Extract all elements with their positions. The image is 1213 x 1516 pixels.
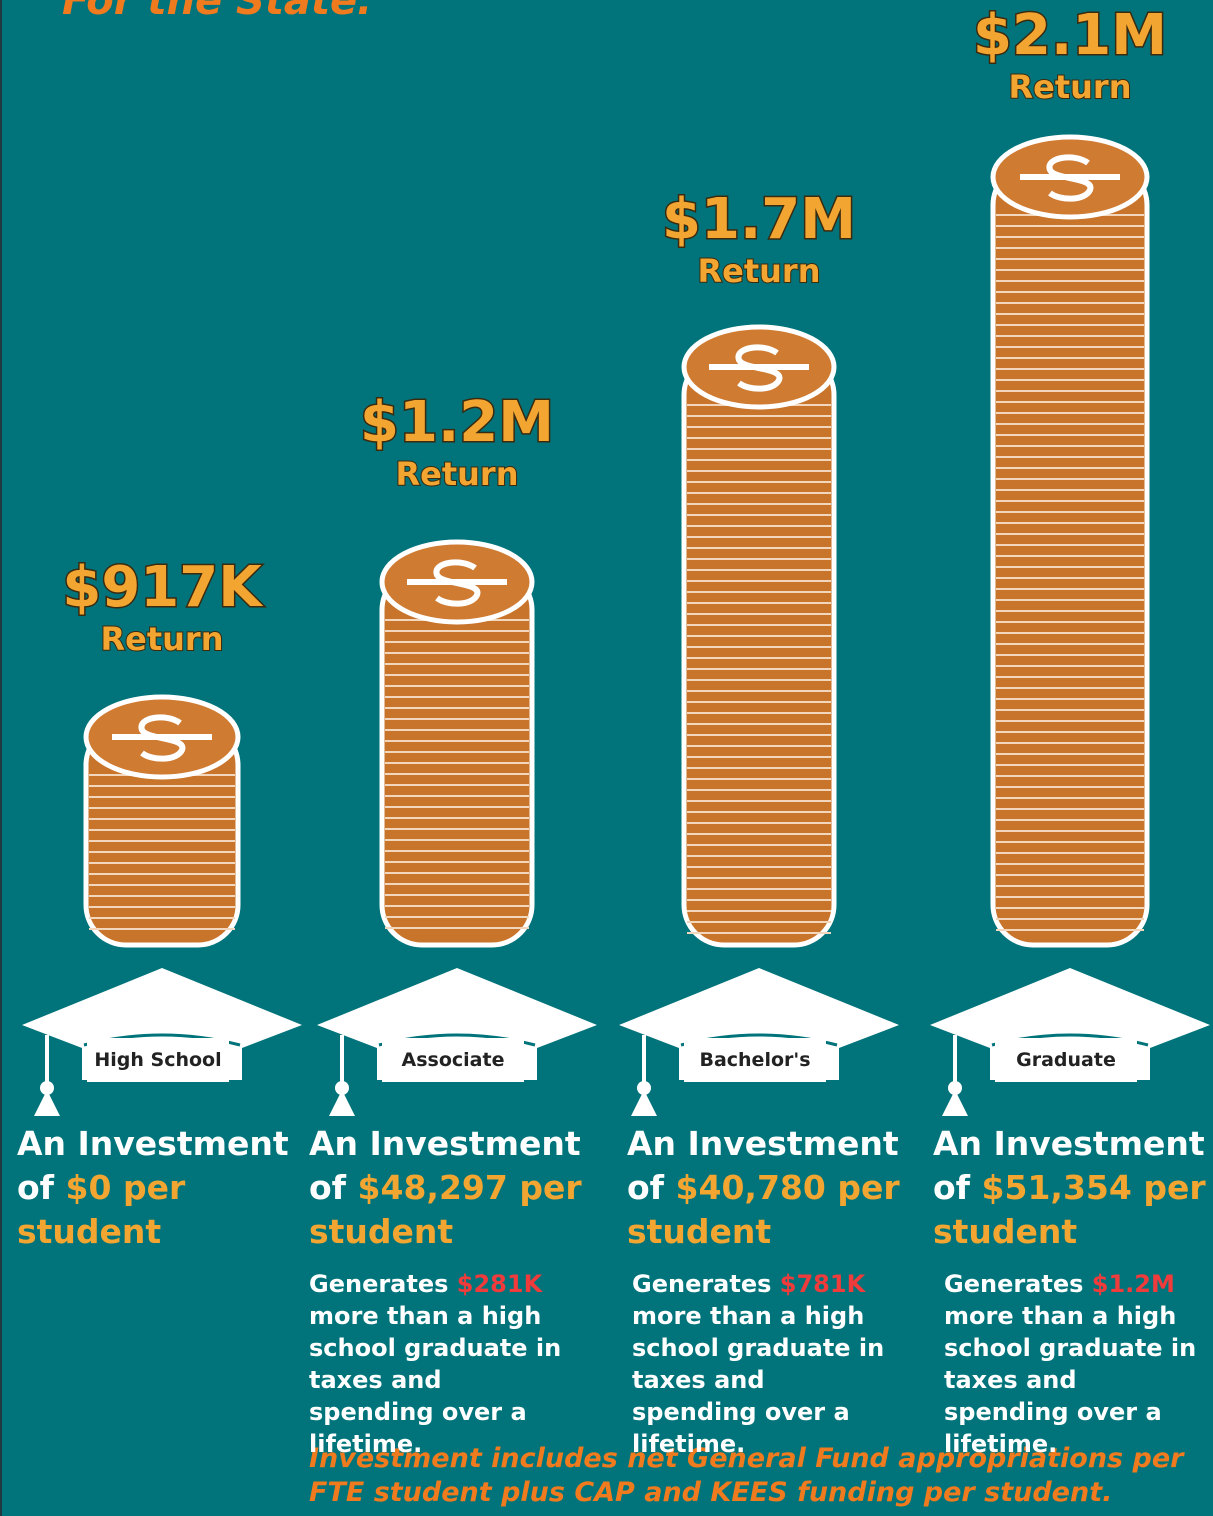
return-word: Return	[920, 68, 1213, 106]
return-word: Return	[12, 620, 312, 658]
investment-amount: $51,354 per student	[933, 1168, 1206, 1251]
tassel	[631, 1090, 657, 1116]
tassel	[34, 1090, 60, 1116]
generates-lead: Generates	[944, 1270, 1083, 1298]
generates-text: Generates $281K more than a high school …	[309, 1268, 574, 1460]
return-amount: $917K	[12, 555, 312, 620]
tassel	[942, 1090, 968, 1116]
generates-rest: more than a high school graduate in taxe…	[944, 1302, 1196, 1458]
generates-lead: Generates	[632, 1270, 771, 1298]
degree-label: Associate	[402, 1049, 505, 1071]
degree-label: High School	[94, 1049, 221, 1071]
tassel	[329, 1090, 355, 1116]
title: For the State:	[62, 0, 373, 24]
investment-text: An Investment of $51,354 per student	[933, 1122, 1213, 1254]
return-amount: $1.2M	[307, 390, 607, 455]
generates-amount: $281K	[457, 1270, 542, 1298]
coin-stack	[86, 697, 238, 945]
infographic: High School Associate Bachelor's Graduate F…	[0, 0, 1213, 1516]
return-word: Return	[307, 455, 607, 493]
investment-text: An Investment of $0 per student	[17, 1122, 307, 1254]
coin-stack	[684, 327, 834, 945]
stack-body	[382, 570, 532, 945]
generates-lead: Generates	[309, 1270, 448, 1298]
generates-amount: $781K	[780, 1270, 865, 1298]
return-amount: $1.7M	[609, 187, 909, 252]
investment-text: An Investment of $48,297 per student	[309, 1122, 599, 1254]
generates-text: Generates $1.2M more than a high school …	[944, 1268, 1209, 1460]
investment-amount: $48,297 per student	[309, 1168, 582, 1251]
generates-text: Generates $781K more than a high school …	[632, 1268, 897, 1460]
investment-text: An Investment of $40,780 per student	[627, 1122, 917, 1254]
investment-amount: $40,780 per student	[627, 1168, 900, 1251]
degree-label: Graduate	[1016, 1049, 1116, 1071]
degree-label: Bachelor's	[699, 1049, 810, 1071]
return-word: Return	[609, 252, 909, 290]
coin-stack	[993, 137, 1147, 945]
generates-rest: more than a high school graduate in taxe…	[632, 1302, 884, 1458]
generates-amount: $1.2M	[1092, 1270, 1175, 1298]
coin-stack	[382, 542, 532, 945]
generates-rest: more than a high school graduate in taxe…	[309, 1302, 561, 1458]
return-amount: $2.1M	[920, 3, 1213, 68]
